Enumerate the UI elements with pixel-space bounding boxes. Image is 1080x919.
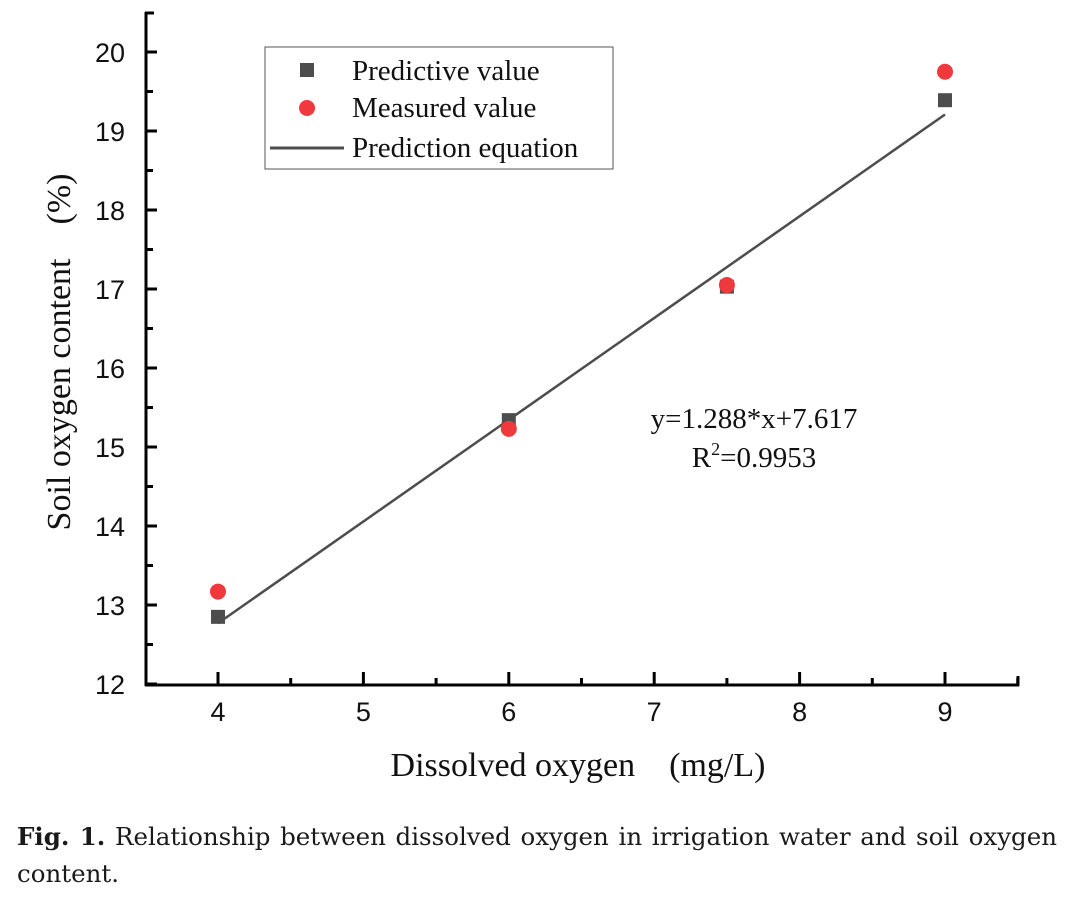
x-ticks: 4 5 6 7 8 9	[210, 672, 1020, 727]
y-tick-label: 14	[95, 512, 125, 542]
prediction-line-layer	[217, 113, 946, 625]
prediction-equation-line	[217, 113, 946, 625]
x-tick-label: 9	[937, 697, 952, 727]
y-tick-label: 18	[95, 196, 125, 226]
legend-label-measured: Measured value	[352, 92, 536, 124]
legend-circle-marker	[299, 100, 315, 116]
predictive-value-point	[938, 93, 952, 108]
measured-value-point	[718, 277, 735, 294]
legend: Predictive value Measured value Predicti…	[264, 46, 614, 170]
y-tick-label: 17	[95, 275, 125, 305]
legend-square-marker	[300, 63, 314, 77]
legend-label-equation: Prediction equation	[352, 132, 579, 164]
r-squared-superscript: 2	[711, 439, 720, 459]
legend-label-predictive: Predictive value	[352, 55, 540, 87]
points-layer	[210, 63, 953, 624]
chart: 12 13 14 15 16 17 18 19 20 4 5 6 7 8 9 Dissolved oxyg…	[41, 11, 1020, 784]
x-tick-label: 6	[501, 697, 516, 727]
equation-text: y=1.288*x+7.617	[651, 403, 858, 435]
y-tick-label: 16	[95, 354, 125, 384]
x-tick-label: 4	[210, 697, 225, 727]
measured-value-point	[210, 583, 226, 600]
x-tick-label: 8	[792, 697, 807, 727]
y-tick-label: 20	[95, 38, 125, 68]
x-axis-label: Dissolved oxygen (mg/L)	[391, 747, 766, 784]
x-tick-label: 7	[647, 697, 662, 727]
r-squared-value: =0.9953	[720, 442, 816, 474]
y-tick-label: 15	[95, 433, 125, 463]
y-ticks: 12 13 14 15 16 17 18 19 20	[95, 38, 157, 700]
y-tick-label: 12	[95, 670, 125, 700]
y-tick-label: 19	[95, 117, 125, 147]
r-squared-prefix: R	[692, 442, 712, 474]
x-tick-label: 5	[356, 697, 371, 727]
y-axis-label: Soil oxygen content (%)	[41, 174, 78, 531]
figure-caption-label: Fig. 1.	[17, 822, 106, 851]
figure-caption-text: Relationship between dissolved oxygen in…	[17, 822, 1058, 888]
measured-value-point	[500, 420, 517, 437]
measured-value-point	[937, 63, 953, 80]
equation-annotation: y=1.288*x+7.617 R2=0.9953	[651, 403, 858, 474]
figure-caption: Fig. 1. Relationship between dissolved o…	[17, 818, 1057, 892]
predictive-value-point	[211, 609, 225, 624]
r-squared-text: R2=0.9953	[692, 439, 816, 474]
y-tick-label: 13	[95, 591, 125, 621]
